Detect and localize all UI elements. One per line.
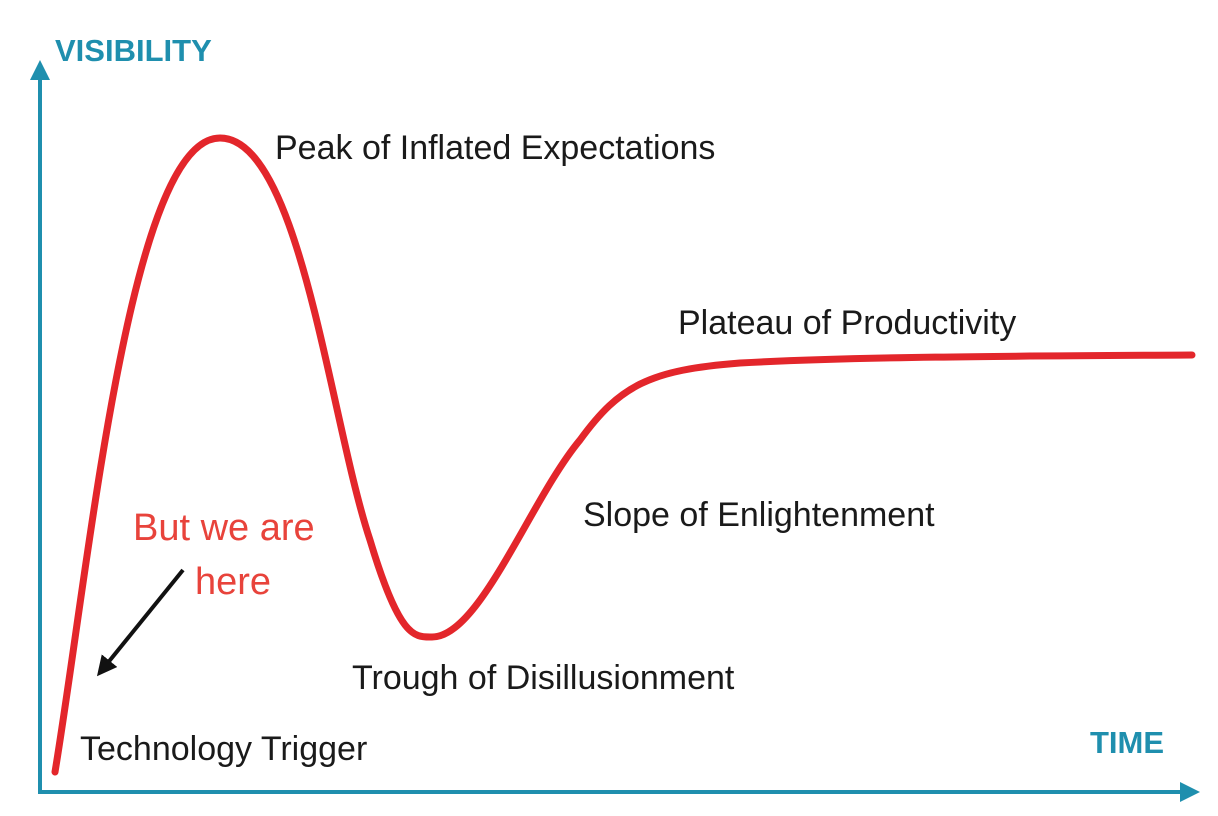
- x-axis-label: TIME: [1090, 725, 1164, 760]
- annotation-arrow: [96, 568, 185, 677]
- phase-label: Trough of Disillusionment: [352, 659, 735, 697]
- phase-label: Plateau of Productivity: [678, 304, 1016, 342]
- hype-curve: [51, 134, 1196, 776]
- phase-label: Slope of Enlightenment: [583, 496, 935, 534]
- annotation-text: But we are: [133, 507, 315, 549]
- y-axis-label: VISIBILITY: [55, 33, 212, 68]
- phase-label: Peak of Inflated Expectations: [275, 129, 715, 167]
- phase-label: Technology Trigger: [80, 730, 367, 768]
- annotation-text: here: [195, 561, 271, 603]
